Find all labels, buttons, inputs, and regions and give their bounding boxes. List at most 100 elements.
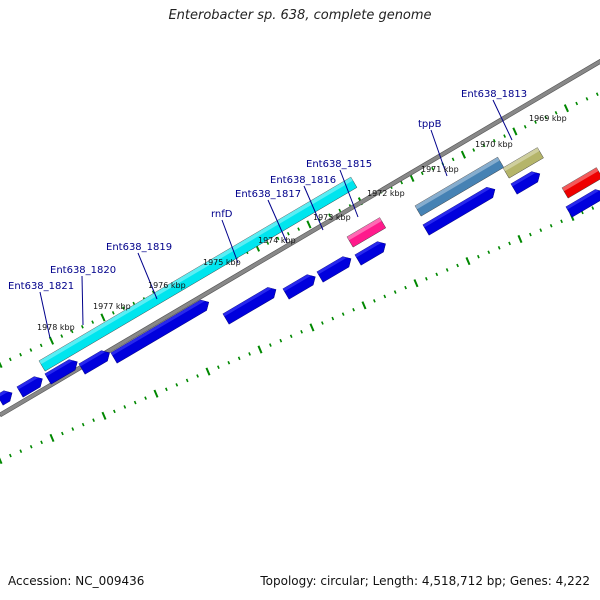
tick-label: 1972 kbp: [367, 189, 405, 198]
outer-tick: [8, 357, 12, 362]
outer-tick: [503, 134, 507, 138]
cds-arrow: [110, 299, 210, 364]
outer-tick: [563, 104, 569, 113]
inner-tick: [393, 290, 397, 294]
inner-tick: [383, 294, 387, 299]
inner-tick: [529, 232, 532, 237]
gene-label: Ent638_1817: [235, 189, 301, 200]
cds-arrow: [16, 376, 43, 398]
cds-arrow: [282, 274, 316, 300]
inner-tick: [133, 400, 137, 405]
inner-tick: [425, 276, 428, 281]
inner-tick: [508, 241, 511, 246]
outer-tick: [297, 227, 301, 231]
inner-tick: [19, 449, 23, 453]
inner-tick: [113, 409, 116, 414]
tick-label: 1977 kbp: [93, 302, 131, 311]
tick-label: 1975 kbp: [203, 258, 241, 267]
outer-tick: [39, 343, 43, 348]
gene-leader-line: [339, 169, 359, 218]
tick-label: 1976 kbp: [148, 281, 186, 290]
inner-tick: [289, 334, 293, 339]
outer-tick: [595, 92, 599, 97]
inner-tick: [123, 405, 127, 409]
outer-tick: [286, 231, 290, 236]
gene-leader-line: [137, 252, 158, 300]
outer-tick: [122, 306, 125, 310]
outer-tick: [585, 97, 589, 101]
outer-tick-ring: [0, 92, 599, 369]
inner-tick: [435, 272, 439, 277]
inner-tick: [185, 378, 189, 383]
tick-label: 1978 kbp: [37, 323, 75, 332]
outer-tick: [276, 236, 280, 241]
page-title: Enterobacter sp. 638, complete genome: [168, 8, 432, 23]
inner-tick: [92, 418, 95, 423]
outer-tick: [91, 320, 95, 324]
cds-arrow: [354, 241, 386, 266]
feature-cyan: [38, 176, 358, 372]
inner-tick: [413, 279, 419, 288]
inner-tick: [40, 440, 43, 445]
inner-tick: [165, 387, 168, 392]
outer-tick: [70, 329, 74, 334]
inner-tick: [153, 389, 159, 398]
outer-tick: [512, 127, 518, 136]
cds-arrow: [78, 350, 110, 375]
gene-label: Ent638_1813: [461, 89, 527, 100]
outer-tick: [482, 143, 486, 148]
gene-label: rnfD: [211, 209, 233, 220]
tick-labels: 1978 kbp 1977 kbp 1976 kbp 1975 kbp 1974 kbp…: [37, 114, 567, 332]
cds-arrow: [0, 390, 13, 406]
inner-tick: [352, 307, 355, 312]
cds-arrow: [222, 287, 277, 325]
cds-arrow: [44, 359, 78, 385]
outer-tick: [60, 334, 64, 338]
outer-tick: [29, 348, 33, 352]
outer-tick: [317, 218, 321, 222]
inner-tick: [0, 457, 3, 465]
inner-tick: [373, 299, 376, 303]
outer-tick: [460, 150, 466, 159]
inner-tick: [61, 431, 64, 436]
cds-arrow: [422, 187, 496, 236]
outer-tick: [451, 157, 455, 162]
inner-tick: [300, 330, 303, 334]
gene-label: tppB: [418, 119, 442, 130]
cds-arrow: [316, 256, 352, 283]
inner-tick: [175, 383, 179, 387]
feature-steelblue: [414, 156, 505, 217]
outer-tick: [554, 111, 558, 115]
outer-tick: [0, 361, 3, 369]
gene-leader-line: [303, 185, 324, 231]
inner-tick: [71, 427, 75, 431]
outer-tick: [544, 115, 548, 120]
outer-tick: [48, 336, 55, 345]
inner-tick: [361, 301, 367, 310]
gene-leader-line: [81, 275, 84, 326]
gene-label: Ent638_1820: [50, 265, 116, 276]
tick-label: 1969 kbp: [529, 114, 567, 123]
inner-tick: [279, 338, 283, 343]
gene-leader-line: [221, 219, 239, 264]
inner-tick: [196, 374, 199, 378]
inner-tick: [248, 352, 251, 356]
inner-tick: [331, 316, 335, 321]
tick-label: 1974 kbp: [258, 236, 296, 245]
backbone: [0, 47, 600, 418]
inner-tick: [257, 345, 263, 354]
inner-tick: [101, 411, 107, 420]
inner-tick-ring: [0, 206, 595, 465]
inner-tick: [591, 206, 595, 210]
inner-tick: [309, 323, 315, 332]
inner-tick: [49, 433, 55, 442]
inner-tick: [227, 360, 231, 365]
outer-tick: [400, 180, 404, 185]
inner-tick: [445, 268, 449, 272]
inner-tick: [237, 356, 241, 361]
outer-tick: [523, 124, 527, 129]
feature-khaki: [502, 147, 544, 179]
inner-tick: [81, 422, 85, 427]
outer-tick: [420, 171, 424, 176]
